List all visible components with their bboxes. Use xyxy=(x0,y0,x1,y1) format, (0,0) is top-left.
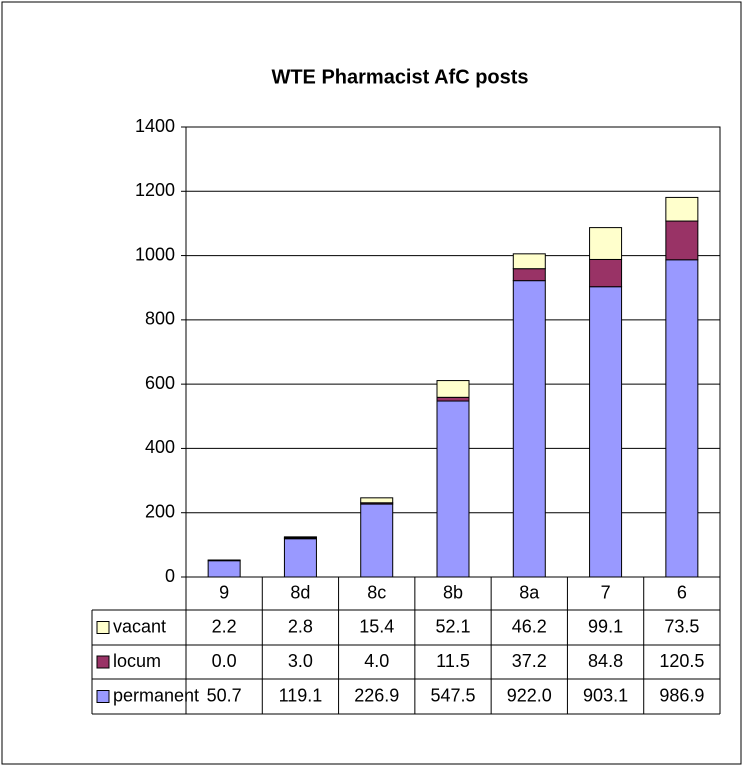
bar-segment xyxy=(436,380,470,398)
x-tick-label: 8c xyxy=(367,582,386,602)
bar-segment xyxy=(360,503,394,578)
data-label: 84.8 xyxy=(588,651,623,671)
data-label: 37.2 xyxy=(512,651,547,671)
bar-segment xyxy=(589,258,623,288)
chart-title: WTE Pharmacist AfC posts xyxy=(271,66,528,88)
data-label: 4.0 xyxy=(364,651,389,671)
bar-segment xyxy=(436,400,470,578)
bar-segment xyxy=(665,196,699,222)
data-label: 922.0 xyxy=(507,685,552,705)
data-label: 547.5 xyxy=(430,685,475,705)
x-tick-label: 8b xyxy=(443,582,463,602)
bar-segment xyxy=(360,497,394,504)
bar-segment xyxy=(512,280,546,578)
data-label: 986.9 xyxy=(659,685,704,705)
data-label: 119.1 xyxy=(279,685,323,705)
data-label: 99.1 xyxy=(588,616,623,636)
x-tick-label: 9 xyxy=(219,582,229,602)
legend-key xyxy=(96,690,110,703)
data-label: 50.7 xyxy=(207,685,242,705)
y-tick-label: 800 xyxy=(145,309,175,329)
data-label: 46.2 xyxy=(512,616,547,636)
data-label: 2.2 xyxy=(212,616,237,636)
bar-segment xyxy=(207,560,241,578)
data-label: 2.8 xyxy=(288,616,313,636)
legend-key xyxy=(96,621,110,634)
bar-segment xyxy=(512,268,546,282)
bar-segment xyxy=(512,253,546,270)
y-tick-label: 1000 xyxy=(135,244,175,264)
y-tick-label: 0 xyxy=(165,566,175,586)
x-tick-label: 8a xyxy=(519,582,540,602)
data-label: 0.0 xyxy=(212,651,237,671)
bar-segment xyxy=(207,559,241,562)
data-label: 73.5 xyxy=(664,616,699,636)
data-label: 11.5 xyxy=(436,651,470,671)
x-tick-label: 7 xyxy=(601,582,611,602)
y-tick-label: 400 xyxy=(145,437,175,457)
data-label: 226.9 xyxy=(354,685,399,705)
bar-segment xyxy=(589,227,623,260)
data-label: 15.4 xyxy=(359,616,394,636)
y-tick-label: 1200 xyxy=(135,180,175,200)
y-tick-label: 200 xyxy=(145,501,175,521)
legend-label: locum xyxy=(113,651,161,671)
y-tick-label: 1400 xyxy=(135,116,175,136)
legend-key xyxy=(96,655,110,669)
bar-segment xyxy=(283,536,317,539)
data-label: 903.1 xyxy=(583,685,628,705)
bar-segment xyxy=(665,259,699,578)
x-tick-label: 8d xyxy=(290,582,310,602)
data-label: 52.1 xyxy=(435,616,470,636)
bar-segment xyxy=(589,286,623,578)
legend-label: vacant xyxy=(113,616,166,636)
bar-segment xyxy=(665,220,699,261)
data-label: 120.5 xyxy=(659,651,704,671)
legend-label: permanent xyxy=(113,685,199,705)
bar-segment xyxy=(283,538,317,578)
bar-segment xyxy=(436,396,470,402)
y-tick-label: 600 xyxy=(145,373,175,393)
data-label: 3.0 xyxy=(288,651,313,671)
x-tick-label: 6 xyxy=(677,582,687,602)
